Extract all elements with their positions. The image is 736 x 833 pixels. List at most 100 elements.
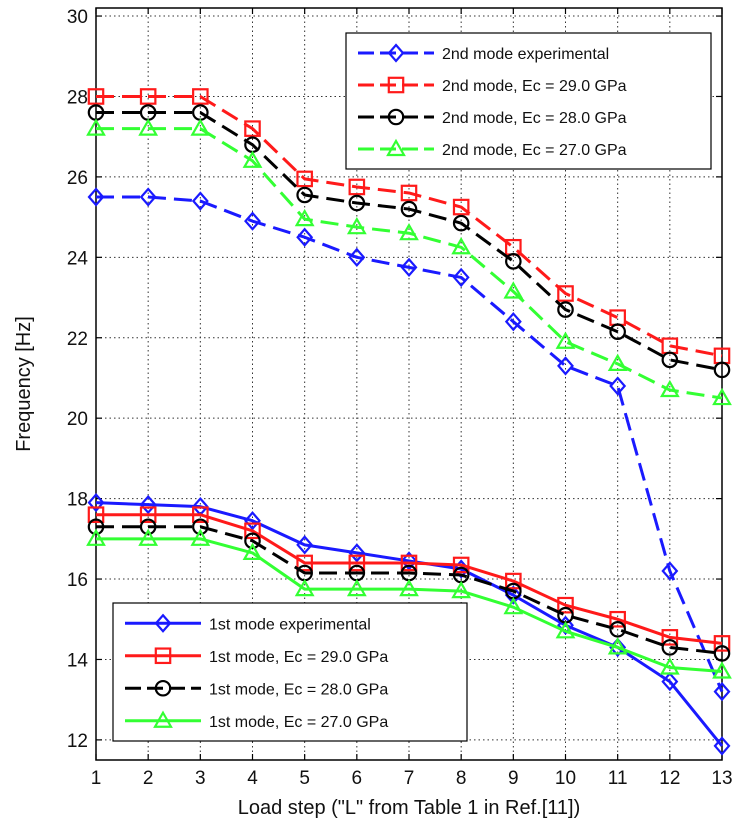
- data-point: [661, 629, 679, 646]
- data-point: [659, 657, 680, 675]
- data-point: [139, 494, 157, 515]
- data-point: [294, 208, 315, 227]
- x-tick-label: 11: [608, 768, 628, 789]
- data-point: [400, 554, 418, 572]
- data-point: [557, 301, 574, 318]
- data-point: [296, 227, 314, 247]
- x-tick-label: 13: [711, 768, 732, 789]
- legend-swatch-marker: [153, 710, 173, 728]
- data-point: [138, 118, 159, 136]
- data-point: [504, 311, 522, 332]
- legend-box: [345, 32, 712, 170]
- data-point: [712, 661, 732, 679]
- data-point: [244, 522, 261, 540]
- data-point: [609, 610, 626, 628]
- data-point: [555, 621, 576, 639]
- legend-swatch-marker: [387, 43, 405, 63]
- legend-label: 1st mode, Ec = 29.0 GPa: [209, 649, 388, 666]
- data-point: [139, 518, 157, 536]
- data-point: [609, 309, 626, 326]
- data-point: [296, 554, 313, 572]
- y-tick-label: 22: [67, 329, 88, 350]
- legends: 2nd mode experimental 2nd mode, Ec = 29.0…: [112, 32, 712, 742]
- legend-swatch-marker: [387, 76, 405, 94]
- data-point: [661, 351, 679, 369]
- data-point: [400, 257, 418, 278]
- data-point: [294, 578, 315, 597]
- data-point: [505, 253, 522, 270]
- data-point: [400, 551, 418, 571]
- data-point: [346, 578, 367, 597]
- series-7: [86, 528, 732, 679]
- series-0: [87, 187, 731, 702]
- data-point: [348, 194, 366, 212]
- data-point: [296, 170, 313, 188]
- x-tick-label: 6: [352, 768, 363, 789]
- series-line: [96, 94, 723, 358]
- data-point: [87, 492, 105, 513]
- y-tick-label: 16: [67, 570, 88, 591]
- data-point: [348, 178, 366, 196]
- legend-label: 2nd mode, Ec = 28.0 GPa: [442, 110, 627, 127]
- legend-swatch-marker: [154, 647, 172, 665]
- y-tick-label: 14: [67, 650, 89, 671]
- data-point: [452, 198, 470, 216]
- x-tick-label: 8: [456, 768, 467, 789]
- data-point: [296, 535, 314, 555]
- data-point: [348, 543, 366, 563]
- y-tick-label: 30: [67, 7, 88, 28]
- legend-1: 1st mode experimental 1st mode, Ec = 29.0…: [112, 602, 468, 742]
- data-point: [399, 222, 419, 241]
- data-point: [190, 528, 211, 546]
- data-point: [503, 596, 524, 615]
- data-point: [86, 528, 106, 546]
- data-point: [139, 506, 157, 523]
- x-tick-label: 4: [247, 768, 258, 789]
- data-point: [244, 511, 261, 531]
- data-point: [661, 639, 679, 656]
- legend-label: 2nd mode experimental: [442, 46, 609, 63]
- data-point: [192, 518, 209, 536]
- data-point: [452, 267, 470, 288]
- data-point: [713, 681, 731, 702]
- legend-label: 2nd mode, Ec = 27.0 GPa: [442, 142, 627, 159]
- data-point: [139, 88, 157, 105]
- y-tick-label: 28: [67, 87, 88, 108]
- data-point: [348, 247, 366, 267]
- data-point: [607, 353, 628, 371]
- data-point: [190, 118, 211, 136]
- data-point: [346, 216, 367, 235]
- legend-label: 1st mode experimental: [209, 616, 371, 633]
- data-point: [503, 281, 524, 299]
- data-point: [557, 596, 574, 614]
- data-point: [609, 376, 627, 396]
- data-point: [451, 580, 472, 599]
- legend-label: 2nd mode, Ec = 29.0 GPa: [442, 78, 627, 95]
- data-point: [713, 361, 731, 379]
- x-tick-label: 10: [555, 768, 576, 789]
- legend-swatch-marker: [154, 679, 172, 697]
- y-tick-label: 20: [67, 409, 88, 430]
- series-line: [96, 195, 724, 693]
- data-point: [712, 387, 732, 406]
- x-tick-label: 7: [404, 768, 415, 789]
- series-layer: [86, 88, 732, 756]
- data-point: [87, 506, 105, 523]
- data-point: [87, 88, 105, 105]
- series-line: [96, 513, 723, 645]
- data-point: [452, 556, 470, 574]
- y-tick-label: 12: [67, 731, 88, 752]
- series-5: [87, 506, 731, 652]
- data-point: [191, 191, 209, 211]
- legend-0: 2nd mode experimental 2nd mode, Ec = 29.0…: [345, 32, 712, 170]
- legend-label: 1st mode, Ec = 28.0 GPa: [209, 681, 388, 698]
- series-line: [96, 127, 723, 400]
- data-point: [659, 379, 680, 398]
- data-point: [555, 331, 576, 349]
- data-point: [400, 200, 418, 218]
- legend-box: [112, 602, 468, 742]
- data-point: [139, 187, 157, 207]
- data-point: [557, 615, 574, 635]
- data-point: [713, 645, 731, 662]
- x-tick-label: 3: [195, 768, 206, 789]
